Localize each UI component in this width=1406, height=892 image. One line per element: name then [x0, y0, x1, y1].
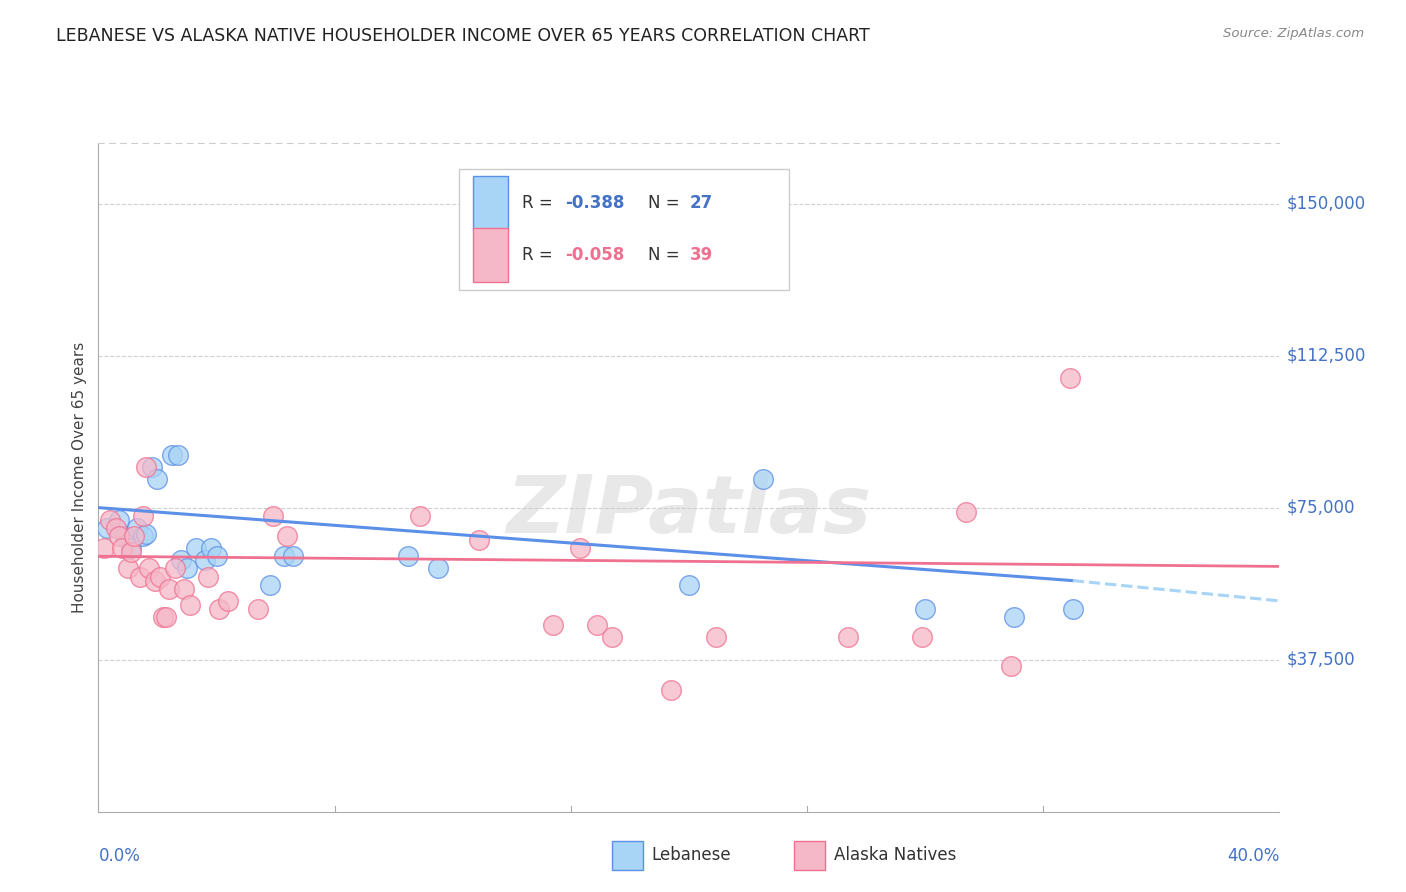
- Text: 0.0%: 0.0%: [98, 847, 141, 865]
- Text: R =: R =: [523, 246, 558, 264]
- Point: [96, 521, 118, 535]
- Point: [111, 541, 134, 556]
- Point: [98, 513, 121, 527]
- Point: [132, 529, 155, 543]
- Point: [273, 549, 295, 564]
- Point: [105, 521, 128, 535]
- Point: [128, 569, 150, 583]
- Point: [155, 610, 177, 624]
- Point: [1062, 602, 1084, 616]
- Point: [122, 529, 145, 543]
- Point: [108, 529, 131, 543]
- Text: Lebanese: Lebanese: [651, 847, 731, 864]
- Point: [141, 460, 163, 475]
- Point: [194, 553, 217, 567]
- Text: $150,000: $150,000: [1286, 194, 1365, 212]
- Point: [259, 577, 281, 591]
- Point: [600, 631, 623, 645]
- Point: [1000, 658, 1022, 673]
- Text: R =: R =: [523, 194, 558, 212]
- Point: [541, 618, 564, 632]
- Point: [117, 561, 139, 575]
- Point: [135, 460, 157, 475]
- Point: [751, 472, 773, 486]
- Point: [120, 541, 142, 556]
- Text: $112,500: $112,500: [1286, 347, 1365, 365]
- Y-axis label: Householder Income Over 65 years: Householder Income Over 65 years: [72, 342, 87, 613]
- Point: [586, 618, 609, 632]
- Point: [205, 549, 228, 564]
- Point: [176, 561, 198, 575]
- Point: [659, 683, 682, 698]
- Text: LEBANESE VS ALASKA NATIVE HOUSEHOLDER INCOME OVER 65 YEARS CORRELATION CHART: LEBANESE VS ALASKA NATIVE HOUSEHOLDER IN…: [56, 27, 870, 45]
- Point: [143, 574, 166, 588]
- Point: [468, 533, 491, 547]
- Text: 27: 27: [690, 194, 713, 212]
- Point: [409, 508, 432, 523]
- Point: [914, 602, 936, 616]
- Point: [704, 631, 727, 645]
- Point: [179, 598, 201, 612]
- Point: [135, 527, 157, 541]
- Point: [152, 610, 174, 624]
- Point: [114, 529, 136, 543]
- Point: [157, 582, 180, 596]
- Point: [146, 472, 169, 486]
- Point: [396, 549, 419, 564]
- Point: [1002, 610, 1025, 624]
- Point: [173, 582, 195, 596]
- Point: [208, 602, 231, 616]
- Point: [125, 521, 148, 535]
- Point: [167, 448, 190, 462]
- Point: [955, 505, 977, 519]
- Text: 40.0%: 40.0%: [1227, 847, 1279, 865]
- FancyBboxPatch shape: [458, 169, 789, 290]
- Text: 39: 39: [690, 246, 713, 264]
- Point: [911, 631, 934, 645]
- Point: [283, 549, 305, 564]
- Point: [276, 529, 298, 543]
- Point: [132, 508, 155, 523]
- Point: [217, 594, 239, 608]
- Point: [170, 553, 193, 567]
- Point: [678, 577, 700, 591]
- Text: $75,000: $75,000: [1286, 499, 1355, 516]
- Text: -0.058: -0.058: [565, 246, 624, 264]
- Point: [149, 569, 172, 583]
- Text: Alaska Natives: Alaska Natives: [834, 847, 956, 864]
- Point: [120, 545, 142, 559]
- Point: [568, 541, 591, 556]
- Point: [197, 569, 219, 583]
- Text: N =: N =: [648, 246, 685, 264]
- Point: [138, 561, 160, 575]
- Text: ZIPatlas: ZIPatlas: [506, 472, 872, 549]
- Point: [184, 541, 207, 556]
- Point: [108, 513, 131, 527]
- Point: [200, 541, 222, 556]
- Point: [162, 448, 183, 462]
- Point: [93, 541, 115, 556]
- Point: [837, 631, 859, 645]
- Point: [1059, 371, 1081, 385]
- Point: [262, 508, 284, 523]
- Point: [427, 561, 450, 575]
- Text: Source: ZipAtlas.com: Source: ZipAtlas.com: [1223, 27, 1364, 40]
- Point: [165, 561, 187, 575]
- Point: [246, 602, 269, 616]
- Bar: [472, 228, 508, 282]
- Text: $37,500: $37,500: [1286, 650, 1355, 669]
- Text: -0.388: -0.388: [565, 194, 624, 212]
- Bar: [472, 177, 508, 230]
- Text: N =: N =: [648, 194, 685, 212]
